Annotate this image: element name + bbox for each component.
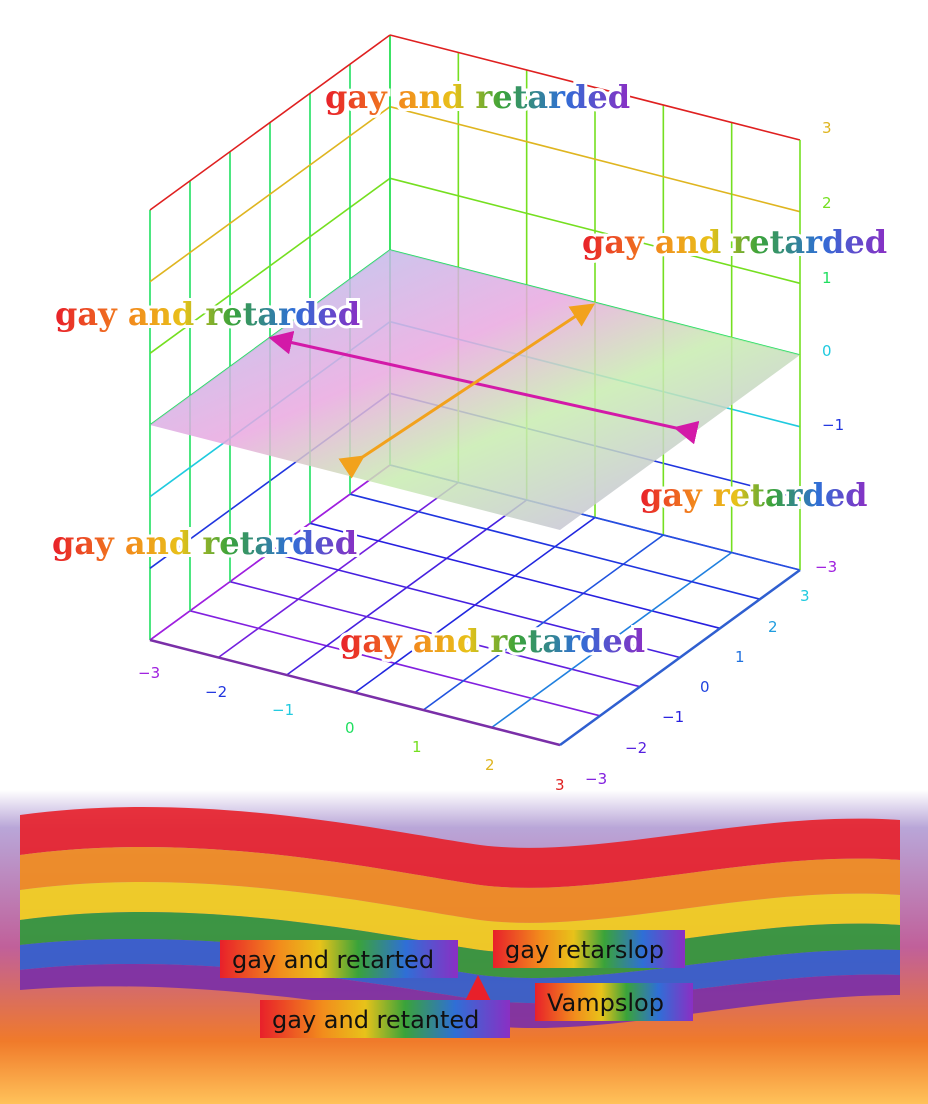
x-tick-label: −2 [205, 683, 227, 701]
y-tick-label: 0 [700, 678, 710, 696]
grid-line [559, 568, 801, 747]
label-box [493, 930, 685, 968]
box-label: Vampslop [547, 989, 664, 1017]
rainbow-label: gay retarded [640, 476, 868, 514]
y-tick-label: −2 [625, 739, 647, 757]
z-tick-label: −1 [822, 416, 844, 434]
box-label: gay retarslop [505, 936, 664, 964]
z-tick-label: 1 [822, 269, 832, 287]
y-tick-label: −1 [662, 708, 684, 726]
y-tick-label: 1 [735, 648, 745, 666]
axes-box [149, 34, 801, 747]
z-tick-label: 3 [822, 119, 832, 137]
label-box [220, 940, 458, 978]
y-tick-label: 2 [768, 618, 778, 636]
z-tick-label: 2 [822, 194, 832, 212]
z-tick-label: −3 [815, 558, 837, 576]
x-tick-label: 1 [412, 738, 422, 756]
rainbow-label: gay and retarded [582, 223, 887, 261]
box-label: gay and retanted [272, 1006, 479, 1034]
z-tick-label: 0 [822, 342, 832, 360]
x-tick-label: −1 [272, 701, 294, 719]
rainbow-label: gay and retarded [340, 622, 645, 660]
rainbow-label: gay and retarded [52, 524, 357, 562]
x-tick-label: 0 [345, 719, 355, 737]
y-tick-label: −3 [585, 770, 607, 788]
grid-line [349, 493, 761, 600]
y-tick-label: 3 [800, 587, 810, 605]
rainbow-label: gay and retarded [55, 295, 360, 333]
orange-arrow [338, 303, 596, 479]
x-tick-label: 2 [485, 756, 495, 774]
grid-line [149, 34, 391, 211]
grid-line [149, 638, 561, 747]
rainbow-label: gay and retarded [325, 78, 630, 116]
x-tick-label: 3 [555, 776, 565, 794]
box-label: gay and retarted [232, 946, 434, 974]
label-box [260, 1000, 510, 1038]
grid-line [389, 34, 801, 141]
texts: 3 2 1 0 −1 −3 −3 −2 −1 0 1 2 3 3 2 1 0 −1 −2 −3 gay and reta… [49, 75, 890, 1038]
x-tick-label: −3 [138, 664, 160, 682]
label-box [535, 983, 693, 1021]
grid-line [149, 106, 391, 283]
